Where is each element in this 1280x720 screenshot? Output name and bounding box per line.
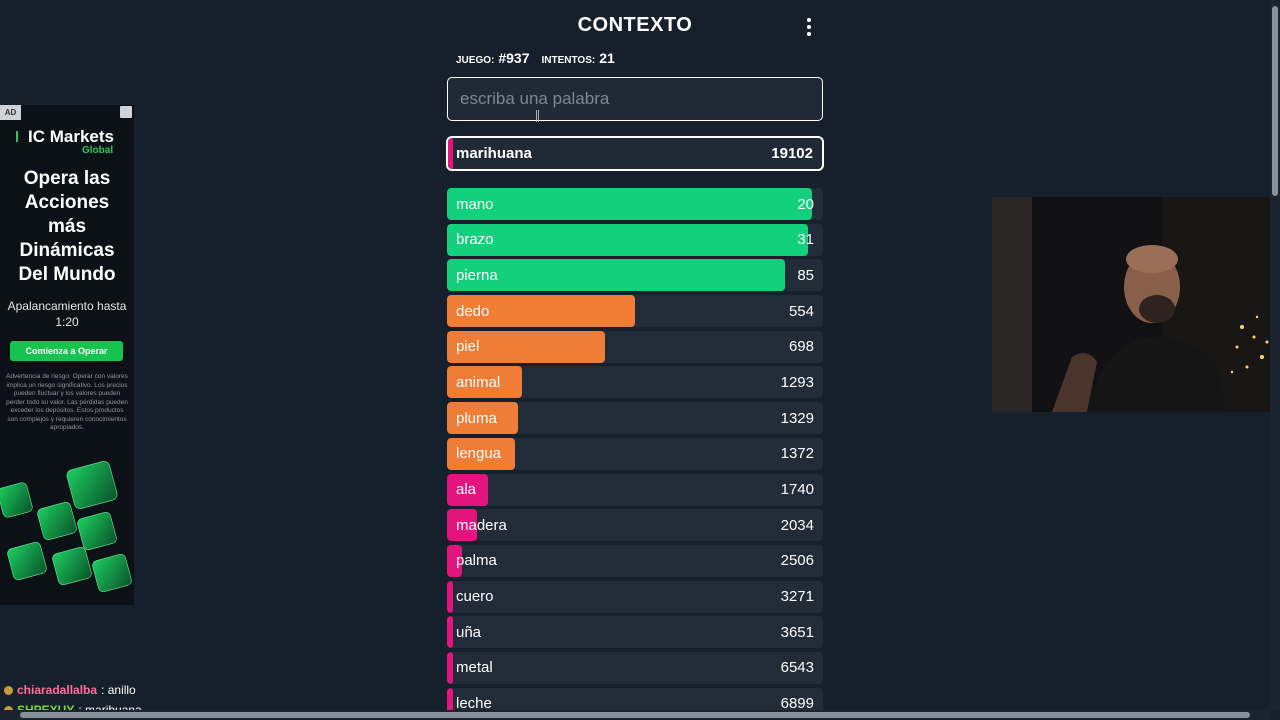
guess-word: madera — [456, 516, 507, 534]
guess-word: lengua — [456, 445, 502, 463]
guess-distance: 1293 — [780, 373, 814, 391]
horizontal-scrollbar[interactable] — [0, 710, 1270, 720]
guess-word: cuero — [456, 588, 494, 606]
guess-row: piel 698 — [447, 330, 823, 363]
ad-badge: AD — [0, 105, 21, 120]
guess-proximity-bar — [447, 330, 605, 363]
guess-word: ala — [456, 481, 477, 498]
streamer-video — [992, 197, 1280, 412]
guess-distance: 1329 — [780, 409, 814, 427]
guess-row: pierna 85 — [447, 259, 823, 292]
last-guess-accent — [448, 138, 453, 169]
guess-distance: 20 — [797, 195, 814, 213]
last-guess-word: marihuana — [456, 145, 532, 162]
guess-proximity-bar — [447, 509, 478, 542]
game-stats: JUEGO: #937 INTENTOS: 21 — [456, 50, 623, 66]
game-label: JUEGO: — [456, 55, 495, 66]
guess-distance: 6899 — [780, 695, 814, 713]
chart-bars-icon — [16, 131, 26, 142]
guess-row: brazo 31 — [447, 223, 823, 256]
ad-headline: Opera las Acciones más Dinámicas Del Mun… — [18, 168, 116, 285]
guess-row: uña 3651 — [447, 616, 823, 649]
guess-proximity-bar — [447, 687, 453, 720]
guess-distance: 6543 — [780, 659, 814, 677]
ad-logo: IC Markets — [16, 127, 114, 147]
guess-proximity-bar — [447, 473, 489, 506]
ad-banner[interactable]: AD IC Markets Global Opera las Acciones … — [0, 105, 134, 605]
guess-word: pluma — [456, 409, 497, 427]
guess-distance: 698 — [788, 338, 814, 356]
scrollbar-thumb[interactable] — [1272, 6, 1278, 196]
text-cursor-icon — [536, 110, 539, 122]
guess-word: brazo — [456, 231, 494, 249]
guess-word: palma — [456, 552, 497, 570]
guess-word: uña — [456, 623, 482, 641]
chat-text: : anillo — [101, 683, 136, 697]
guess-distance: 85 — [797, 266, 814, 284]
guess-row: lengua 1372 — [447, 437, 823, 470]
guess-proximity-bar — [447, 188, 812, 220]
ad-brand-sub: Global — [82, 145, 114, 156]
vertical-scrollbar[interactable] — [1270, 0, 1280, 710]
ad-keyboard-graphic — [0, 461, 132, 593]
guess-proximity-bar — [447, 223, 808, 256]
guess-list: mano 20 brazo 31 pierna 85 dedo 554 piel 698 anima… — [447, 188, 823, 720]
guess-proximity-bar — [447, 651, 453, 684]
guess-distance: 2506 — [780, 552, 814, 570]
ad-subtext: Apalancamiento hasta 1:20 — [7, 299, 127, 329]
ad-risk-warning: Advertencia de riesgo: Operar con valore… — [6, 373, 128, 431]
guess-proximity-bar — [447, 295, 635, 328]
guess-proximity-bar — [447, 366, 523, 399]
guess-proximity-bar — [447, 616, 453, 649]
ad-cta-button[interactable]: Comienza a Operar — [10, 341, 123, 361]
scrollbar-thumb[interactable] — [20, 712, 1250, 718]
chat-username: chiaradallalba — [17, 683, 98, 697]
last-guess-row: marihuana 19102 — [446, 136, 824, 171]
game-number: #937 — [498, 50, 530, 66]
guess-row: palma 2506 — [447, 544, 823, 577]
guess-distance: 31 — [797, 231, 814, 249]
guess-proximity-bar — [447, 259, 786, 292]
guess-distance: 1740 — [780, 481, 814, 498]
guess-proximity-bar — [447, 402, 519, 435]
chat-badge-icon — [4, 685, 13, 695]
word-input[interactable] — [447, 77, 823, 121]
guess-word: mano — [456, 195, 494, 213]
guess-row: animal 1293 — [447, 366, 823, 399]
ad-brand: IC Markets — [28, 127, 114, 146]
chat-message: chiaradallalba : anillo — [4, 680, 142, 700]
attempts-count: 21 — [599, 50, 615, 66]
guess-row: ala 1740 — [447, 473, 823, 506]
guess-row: metal 6543 — [447, 651, 823, 684]
webcam-overlay — [992, 197, 1280, 412]
guess-distance: 2034 — [780, 516, 814, 534]
guess-row: cuero 3271 — [447, 580, 823, 613]
guess-distance: 3651 — [780, 623, 814, 641]
page-title: CONTEXTO — [577, 14, 693, 36]
guess-word: dedo — [456, 302, 490, 320]
more-options-icon[interactable] — [802, 18, 816, 36]
guess-word: piel — [456, 338, 480, 356]
guess-word: animal — [456, 373, 501, 391]
guess-row: madera 2034 — [447, 509, 823, 542]
guess-proximity-bar — [447, 544, 463, 577]
guess-row: mano 20 — [447, 188, 823, 220]
guess-distance: 554 — [788, 302, 814, 320]
ad-info-icon[interactable] — [120, 106, 132, 118]
guess-proximity-bar — [447, 437, 515, 470]
attempts-label: INTENTOS: — [541, 55, 596, 66]
guess-row: dedo 554 — [447, 295, 823, 328]
guess-distance: 3271 — [780, 588, 814, 606]
guess-word: pierna — [456, 266, 498, 284]
last-guess-distance: 19102 — [771, 145, 813, 162]
guess-row: pluma 1329 — [447, 402, 823, 435]
guess-proximity-bar — [447, 580, 453, 613]
guess-distance: 1372 — [780, 445, 814, 463]
guess-word: leche — [456, 695, 492, 713]
guess-word: metal — [456, 659, 493, 677]
